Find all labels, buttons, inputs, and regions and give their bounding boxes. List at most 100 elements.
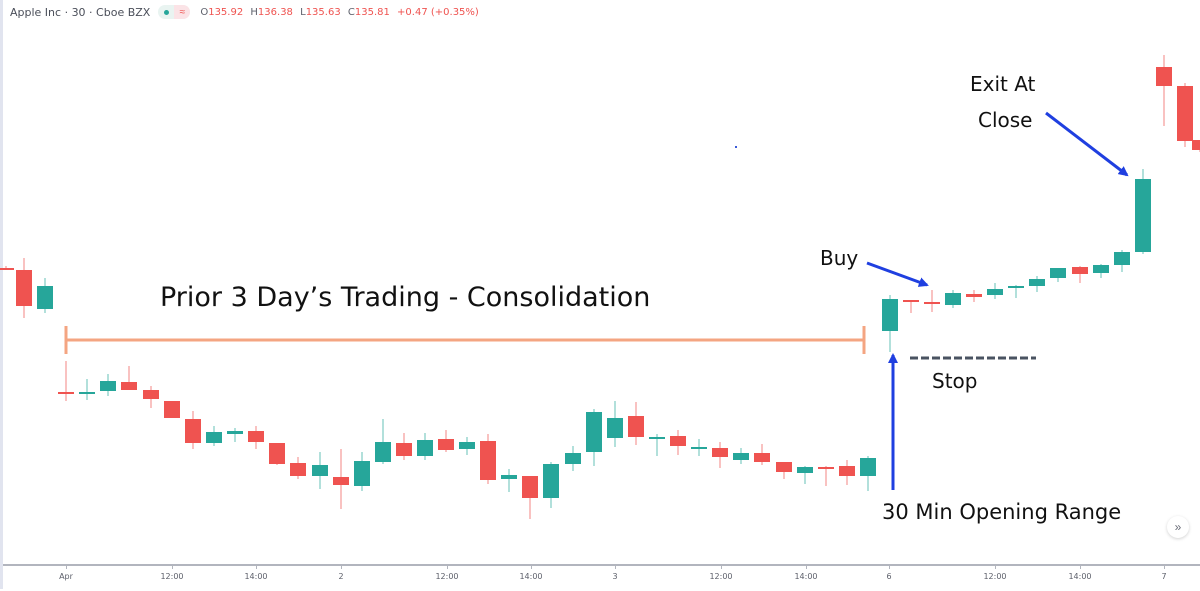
candle[interactable] bbox=[79, 379, 95, 400]
candle[interactable] bbox=[164, 401, 180, 418]
candle[interactable] bbox=[691, 439, 707, 456]
candle[interactable] bbox=[333, 449, 349, 509]
candle[interactable] bbox=[501, 469, 517, 492]
tick-label: 14:00 bbox=[794, 572, 818, 581]
candle[interactable] bbox=[1072, 266, 1088, 283]
candle[interactable] bbox=[1114, 250, 1130, 272]
tick-mark bbox=[172, 566, 173, 569]
tick-mark bbox=[341, 566, 342, 569]
candle[interactable] bbox=[628, 402, 644, 445]
left-panel-edge bbox=[0, 0, 3, 589]
candle[interactable] bbox=[1177, 83, 1193, 147]
tick-label: 12:00 bbox=[709, 572, 733, 581]
candle[interactable] bbox=[1029, 276, 1045, 292]
tick-mark bbox=[531, 566, 532, 569]
tick-mark bbox=[889, 566, 890, 569]
tick-mark bbox=[806, 566, 807, 569]
candle[interactable] bbox=[1192, 140, 1200, 152]
candle[interactable] bbox=[375, 419, 391, 464]
candle[interactable] bbox=[797, 466, 813, 484]
tick-label: 14:00 bbox=[1068, 572, 1092, 581]
candle[interactable] bbox=[480, 434, 496, 484]
candle[interactable] bbox=[733, 448, 749, 464]
candle[interactable] bbox=[354, 452, 370, 491]
candle[interactable] bbox=[966, 290, 982, 302]
market-open-dot-icon bbox=[158, 5, 174, 19]
candle[interactable] bbox=[100, 374, 116, 396]
candle[interactable] bbox=[206, 426, 222, 446]
title-annotation: Prior 3 Day’s Trading - Consolidation bbox=[160, 282, 651, 313]
candle[interactable] bbox=[860, 456, 876, 491]
approx-wave-icon: ≈ bbox=[174, 5, 191, 19]
tick-label: 12:00 bbox=[160, 572, 184, 581]
candle[interactable] bbox=[0, 266, 14, 270]
change-value: +0.47 (+0.35%) bbox=[397, 6, 479, 18]
candle[interactable] bbox=[58, 361, 74, 401]
tick-label: 12:00 bbox=[983, 572, 1007, 581]
candle[interactable] bbox=[945, 290, 961, 308]
candle[interactable] bbox=[1050, 268, 1066, 282]
candle[interactable] bbox=[670, 430, 686, 455]
ohlc-values: O135.92 H136.38 L135.63 C135.81 +0.47 (+… bbox=[200, 6, 479, 18]
tick-mark bbox=[447, 566, 448, 569]
candle[interactable] bbox=[607, 401, 623, 447]
candle[interactable] bbox=[839, 460, 855, 485]
candle[interactable] bbox=[649, 434, 665, 456]
tick-label: 7 bbox=[1161, 572, 1167, 581]
candle[interactable] bbox=[312, 452, 328, 489]
stop-annotation: Stop bbox=[932, 369, 978, 393]
candle[interactable] bbox=[776, 462, 792, 479]
candle[interactable] bbox=[143, 386, 159, 408]
tick-label: 12:00 bbox=[435, 572, 459, 581]
candle[interactable] bbox=[565, 446, 581, 471]
candle[interactable] bbox=[543, 462, 559, 508]
exit-annotation-line2: Close bbox=[978, 108, 1033, 132]
candle[interactable] bbox=[903, 300, 919, 313]
candle[interactable] bbox=[522, 476, 538, 519]
candle[interactable] bbox=[396, 433, 412, 460]
chart-legend: Apple Inc · 30 · Cboe BZX ≈ O135.92 H136… bbox=[10, 3, 483, 21]
symbol-title[interactable]: Apple Inc · 30 · Cboe BZX bbox=[10, 5, 151, 19]
tick-mark bbox=[1164, 566, 1165, 569]
candle[interactable] bbox=[248, 426, 264, 449]
candle[interactable] bbox=[459, 437, 475, 455]
candle[interactable] bbox=[818, 466, 834, 486]
candle[interactable] bbox=[712, 442, 728, 468]
candle[interactable] bbox=[1008, 285, 1024, 298]
candle[interactable] bbox=[1093, 264, 1109, 278]
candle[interactable] bbox=[1135, 169, 1151, 254]
candle[interactable] bbox=[417, 433, 433, 460]
exit-arrow-icon bbox=[1045, 111, 1129, 177]
time-axis[interactable]: Apr 12:00 14:00 2 12:00 14:00 3 12:00 14:00 6 12:0… bbox=[3, 564, 1200, 591]
candle[interactable] bbox=[1156, 55, 1172, 126]
high-value: 136.38 bbox=[257, 6, 293, 18]
candle[interactable] bbox=[269, 443, 285, 465]
tick-mark bbox=[1080, 566, 1081, 569]
tick-mark bbox=[615, 566, 616, 569]
status-pill[interactable]: ≈ bbox=[158, 5, 191, 19]
candle[interactable] bbox=[882, 295, 898, 352]
exit-annotation-line1: Exit At bbox=[970, 72, 1036, 96]
candle[interactable] bbox=[16, 258, 32, 318]
candle[interactable] bbox=[987, 283, 1003, 299]
candle[interactable] bbox=[290, 457, 306, 479]
candle[interactable] bbox=[121, 366, 137, 390]
tick-mark bbox=[66, 566, 67, 569]
candle[interactable] bbox=[185, 411, 201, 449]
tick-mark bbox=[256, 566, 257, 569]
tick-label: Apr bbox=[59, 572, 73, 581]
low-value: 135.63 bbox=[305, 6, 341, 18]
scroll-to-realtime-button[interactable]: » bbox=[1167, 516, 1189, 538]
buy-annotation: Buy bbox=[820, 246, 859, 270]
candle[interactable] bbox=[754, 444, 770, 465]
candle[interactable] bbox=[438, 430, 454, 452]
open-value: 135.92 bbox=[208, 6, 244, 18]
candlestick-chart[interactable] bbox=[0, 0, 1200, 564]
tick-label: 14:00 bbox=[244, 572, 268, 581]
opening-range-annotation: 30 Min Opening Range bbox=[882, 500, 1122, 524]
candle[interactable] bbox=[37, 278, 53, 313]
candle[interactable] bbox=[924, 290, 940, 312]
candle[interactable] bbox=[586, 409, 602, 466]
candle[interactable] bbox=[227, 428, 243, 442]
buy-arrow-icon bbox=[866, 261, 929, 287]
